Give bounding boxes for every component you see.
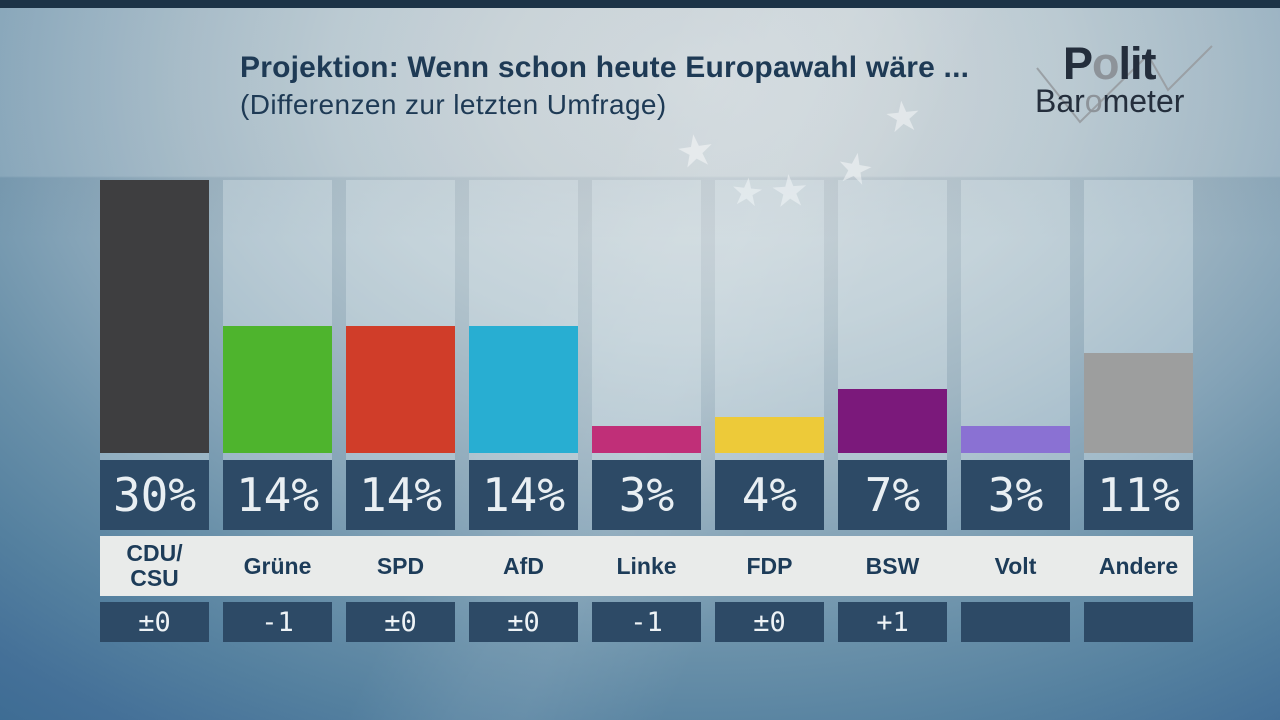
politbarometer-logo: Polit Barometer: [1035, 41, 1215, 124]
diff-afd: ±0: [469, 602, 578, 642]
difference-row: ±0 -1 ±0 ±0 -1 ±0 +1: [100, 602, 1193, 642]
page-subtitle: (Differenzen zur letzten Umfrage): [240, 89, 667, 120]
logo-text: Bar: [1035, 83, 1085, 119]
chart-column-cdu-csu: [100, 180, 209, 460]
chart-column-volt: [961, 180, 1070, 460]
value-andere: 11%: [1084, 460, 1193, 530]
party-label-afd: AfD: [503, 552, 544, 579]
value-row: 30% 14% 14% 14% 3% 4% 7% 3% 11%: [100, 460, 1193, 530]
value-fdp: 4%: [715, 460, 824, 530]
party-label-volt: Volt: [994, 552, 1037, 579]
chart-column-afd: [469, 180, 578, 460]
party-label-spd: SPD: [376, 552, 425, 579]
bar-volt: [961, 426, 1070, 453]
logo-text: lit: [1118, 38, 1157, 89]
chart-column-fdp: [715, 180, 824, 460]
logo-line-polit: Polit: [1035, 41, 1215, 86]
bar-fdp: [715, 417, 824, 453]
bar-afd: [469, 326, 578, 453]
logo-line-barometer: Barometer: [1035, 83, 1215, 119]
logo-text: o: [1092, 38, 1119, 89]
bar-bsw: [838, 389, 947, 453]
barometer-zigzag-icon: [1036, 45, 1213, 124]
value-afd: 14%: [469, 460, 578, 530]
diff-cdu-csu: ±0: [100, 602, 209, 642]
logo-text: meter: [1102, 83, 1185, 119]
bar-cdu-csu: [100, 180, 209, 453]
value-bsw: 7%: [838, 460, 947, 530]
value-spd: 14%: [346, 460, 455, 530]
diff-andere: [1084, 602, 1193, 642]
chart-column-andere: [1084, 180, 1193, 460]
party-label-fdp: FDP: [746, 552, 793, 579]
party-label-linke: Linke: [616, 552, 677, 579]
bar-spd: [346, 326, 455, 453]
chart-column-linke: [592, 180, 701, 460]
bar-andere: [1084, 353, 1193, 453]
diff-bsw: +1: [838, 602, 947, 642]
eu-star-icon: ★: [672, 124, 719, 179]
chart-column-gruene: [223, 180, 332, 460]
party-name-strip: CDU/ CSU Grüne SPD AfD Linke FDP BSW Vol…: [100, 536, 1193, 596]
bar-linke: [592, 426, 701, 453]
chart-column-bsw: [838, 180, 947, 460]
bar-gruene: [223, 326, 332, 453]
party-label-gruene: Grüne: [243, 552, 312, 579]
diff-gruene: -1: [223, 602, 332, 642]
diff-fdp: ±0: [715, 602, 824, 642]
diff-linke: -1: [592, 602, 701, 642]
value-volt: 3%: [961, 460, 1070, 530]
value-gruene: 14%: [223, 460, 332, 530]
title-block: Projektion: Wenn schon heute Europawahl …: [240, 50, 969, 121]
party-label-andere: Andere: [1098, 552, 1179, 579]
party-label-bsw: BSW: [865, 552, 920, 579]
diff-volt: [961, 602, 1070, 642]
logo-text: o: [1084, 83, 1103, 119]
value-cdu-csu: 30%: [100, 460, 209, 530]
bar-chart: [100, 180, 1193, 460]
top-border-band: [0, 0, 1280, 8]
diff-spd: ±0: [346, 602, 455, 642]
page-title: Projektion: Wenn schon heute Europawahl …: [240, 51, 970, 84]
chart-column-spd: [346, 180, 455, 460]
logo-text: P: [1063, 38, 1093, 89]
value-linke: 3%: [592, 460, 701, 530]
party-label-cdu-csu: CDU/ CSU: [126, 540, 183, 591]
